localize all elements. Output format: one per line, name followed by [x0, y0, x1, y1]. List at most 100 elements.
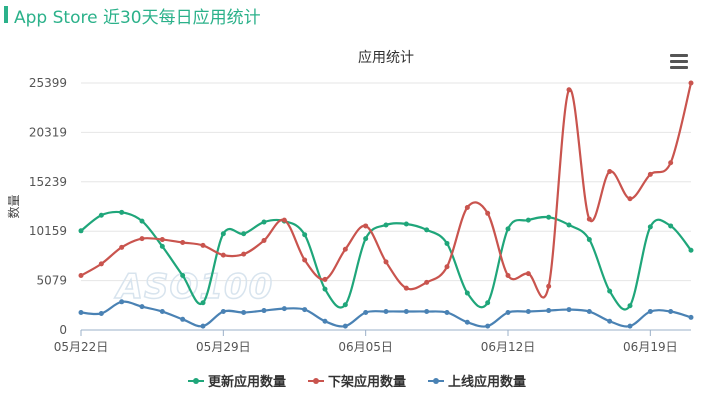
data-point-2: [220, 309, 226, 315]
data-point-2: [200, 323, 206, 329]
data-point-1: [444, 264, 450, 270]
data-point-0: [403, 221, 409, 227]
data-point-2: [668, 309, 674, 315]
data-point-2: [139, 304, 145, 310]
data-point-0: [627, 303, 633, 309]
data-point-2: [78, 309, 84, 315]
y-tick-label: 20319: [29, 125, 67, 139]
legend-label: 上线应用数量: [448, 374, 526, 390]
data-point-1: [200, 242, 206, 248]
data-point-1: [403, 285, 409, 291]
data-point-0: [525, 217, 531, 223]
data-point-1: [607, 168, 613, 174]
chart-title: 应用统计: [358, 49, 414, 66]
data-point-1: [586, 216, 592, 222]
data-point-2: [607, 318, 613, 324]
data-point-1: [261, 238, 267, 244]
x-tick-label: 05月22日: [54, 340, 109, 354]
data-point-2: [688, 314, 694, 320]
x-tick-label: 06月19日: [623, 340, 678, 354]
data-point-1: [424, 279, 430, 285]
legend-swatch-marker: [193, 378, 199, 384]
data-point-1: [566, 87, 572, 93]
data-point-0: [424, 227, 430, 233]
data-point-1: [302, 257, 308, 263]
data-point-0: [220, 231, 226, 237]
data-point-0: [119, 209, 125, 215]
data-point-2: [180, 316, 186, 322]
data-point-1: [342, 246, 348, 252]
page-header: App Store 近30天每日应用统计: [0, 0, 719, 30]
data-point-0: [139, 218, 145, 224]
data-point-2: [98, 310, 104, 316]
data-point-1: [668, 160, 674, 166]
data-point-0: [322, 286, 328, 292]
data-point-2: [586, 309, 592, 315]
data-point-1: [627, 196, 633, 202]
data-point-0: [342, 302, 348, 308]
x-tick-label: 06月05日: [338, 340, 393, 354]
data-point-0: [546, 214, 552, 220]
y-tick-label: 5079: [36, 274, 67, 288]
data-point-2: [525, 309, 531, 315]
data-point-2: [546, 308, 552, 314]
data-point-1: [281, 217, 287, 223]
y-tick-label: 15239: [29, 175, 67, 189]
data-point-0: [180, 273, 186, 279]
y-tick-label: 0: [59, 323, 67, 337]
data-point-1: [159, 237, 165, 243]
legend-swatch-marker: [433, 378, 439, 384]
data-point-0: [78, 228, 84, 234]
data-point-0: [261, 219, 267, 225]
data-point-1: [180, 239, 186, 245]
data-point-0: [566, 222, 572, 228]
data-point-0: [668, 223, 674, 229]
x-tick-label: 05月29日: [196, 340, 251, 354]
data-point-2: [363, 309, 369, 315]
data-point-0: [383, 222, 389, 228]
data-point-2: [342, 323, 348, 329]
data-point-2: [464, 319, 470, 325]
data-point-0: [98, 212, 104, 218]
data-point-1: [525, 271, 531, 277]
data-point-2: [403, 309, 409, 315]
hamburger-menu-icon[interactable]: [670, 54, 688, 70]
data-point-1: [322, 276, 328, 282]
data-point-1: [546, 283, 552, 289]
data-point-0: [607, 288, 613, 294]
data-point-0: [485, 300, 491, 306]
data-point-1: [688, 80, 694, 86]
data-point-2: [159, 309, 165, 315]
data-point-0: [302, 232, 308, 238]
data-point-1: [119, 244, 125, 250]
data-point-2: [281, 306, 287, 312]
data-point-2: [485, 323, 491, 329]
header-accent-bar: [4, 6, 8, 23]
data-point-1: [98, 261, 104, 267]
x-tick-label: 06月12日: [481, 340, 536, 354]
legend-label: 下架应用数量: [328, 374, 406, 390]
data-point-0: [200, 300, 206, 306]
data-point-2: [261, 308, 267, 314]
data-point-1: [647, 171, 653, 177]
data-point-0: [444, 240, 450, 246]
legend-swatch-marker: [313, 378, 319, 384]
data-point-2: [119, 299, 125, 305]
data-point-2: [424, 309, 430, 315]
data-point-0: [505, 226, 511, 232]
data-point-0: [586, 237, 592, 243]
data-point-2: [383, 309, 389, 315]
data-point-1: [505, 273, 511, 279]
data-point-0: [647, 224, 653, 230]
data-point-2: [322, 318, 328, 324]
data-point-1: [78, 273, 84, 279]
data-point-1: [220, 252, 226, 258]
data-point-2: [566, 307, 572, 313]
y-tick-label: 10159: [29, 224, 67, 238]
data-point-1: [241, 251, 247, 257]
data-point-2: [505, 309, 511, 315]
data-point-1: [139, 236, 145, 242]
data-point-2: [444, 309, 450, 315]
data-point-0: [241, 231, 247, 237]
